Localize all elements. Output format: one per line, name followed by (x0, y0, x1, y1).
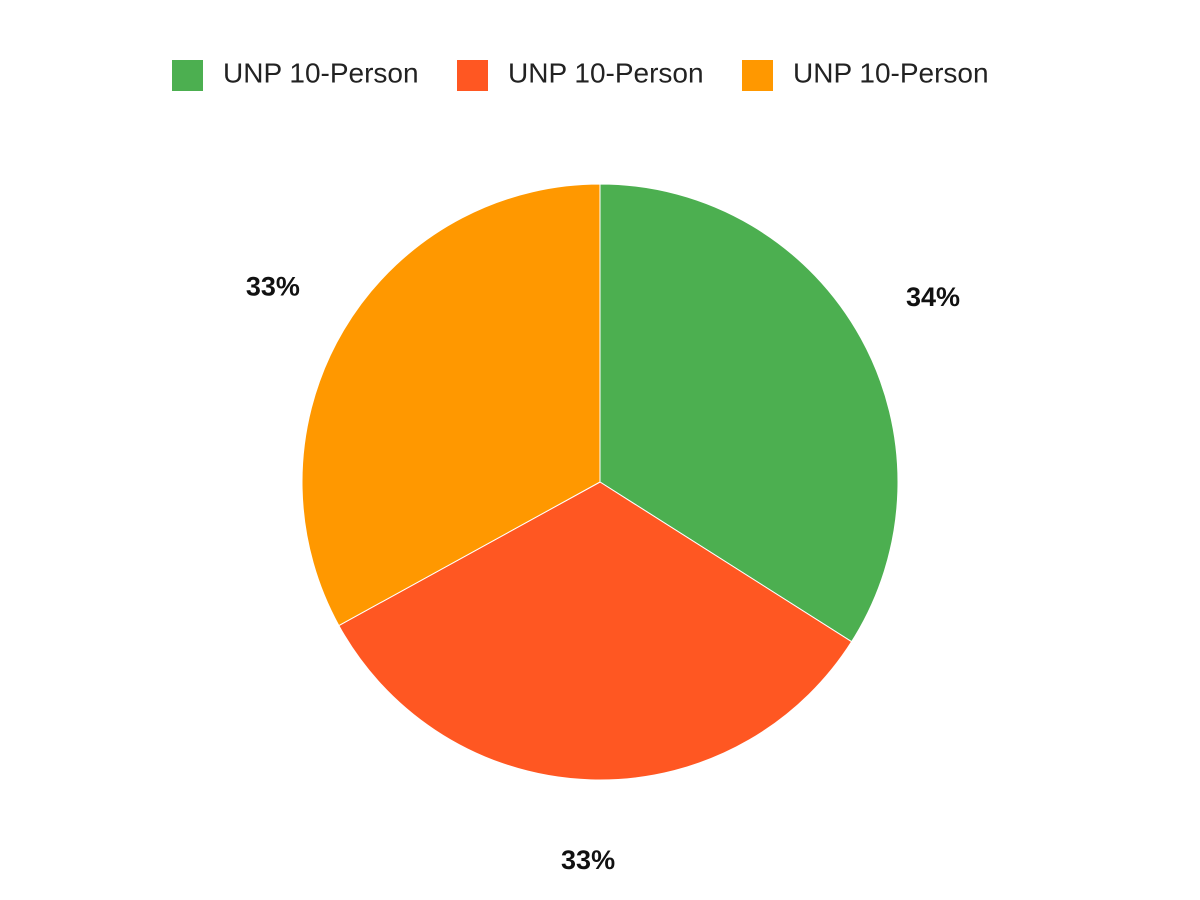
pie-slice-1 (599, 183, 899, 643)
legend-label-2: UNP 10-Person (508, 57, 704, 88)
legend-label-1: UNP 10-Person (223, 57, 419, 88)
chart-legend: UNP 10-Person UNP 10-Person UNP 10-Person (172, 57, 989, 91)
pie-data-labels: 34% 33% 33% (246, 272, 960, 875)
legend-swatch-3 (742, 60, 773, 91)
pie-slices (301, 183, 899, 781)
pie-slice-3 (301, 183, 601, 627)
legend-swatch-2 (457, 60, 488, 91)
legend-item-2[interactable]: UNP 10-Person (457, 57, 704, 91)
legend-swatch-1 (172, 60, 203, 91)
slice-label-2: 33% (561, 845, 615, 875)
legend-item-1[interactable]: UNP 10-Person (172, 57, 419, 91)
legend-item-3[interactable]: UNP 10-Person (742, 57, 989, 91)
legend-label-3: UNP 10-Person (793, 57, 989, 88)
pie-slice-2 (338, 481, 853, 781)
slice-label-1: 34% (906, 282, 960, 312)
slice-label-3: 33% (246, 272, 300, 302)
